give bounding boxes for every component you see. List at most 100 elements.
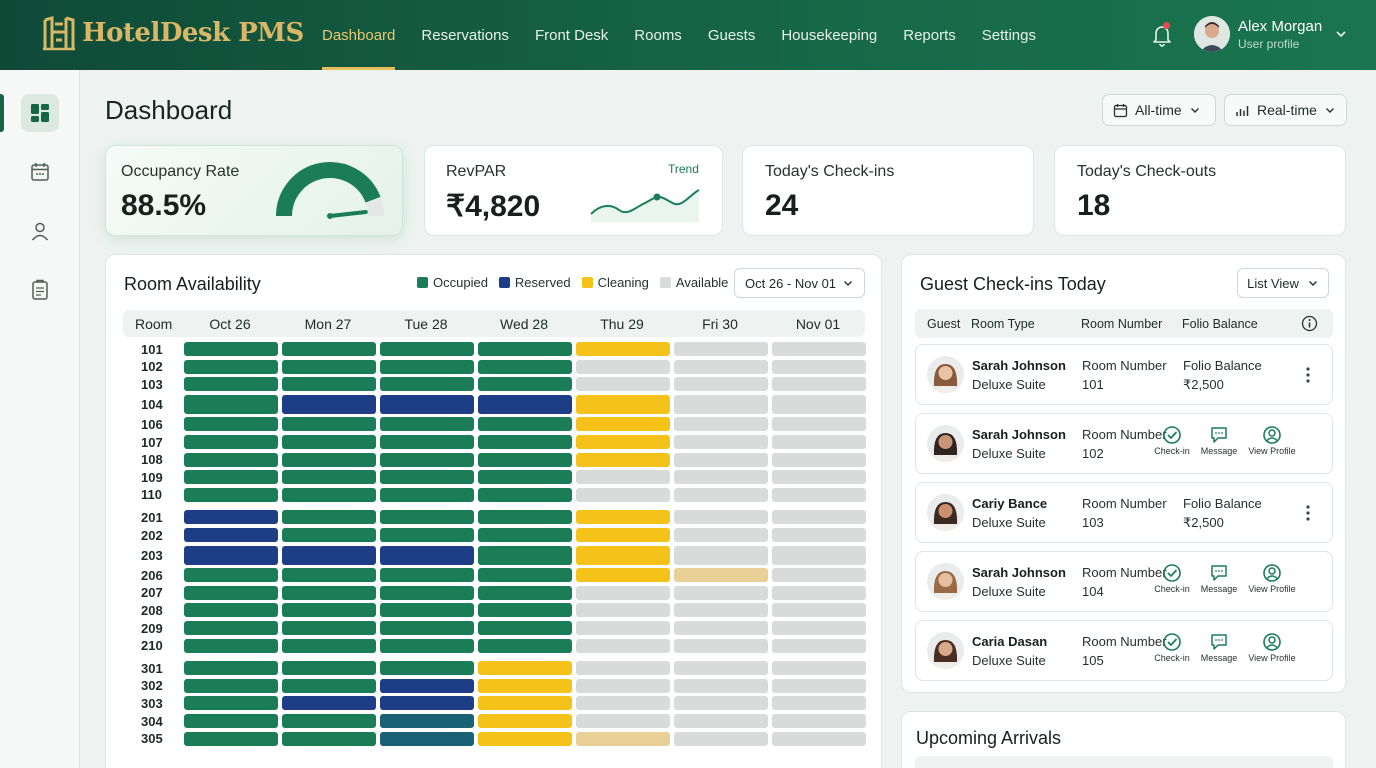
availability-cell[interactable] xyxy=(478,621,572,635)
availability-cell[interactable] xyxy=(380,435,474,449)
availability-cell[interactable] xyxy=(576,528,670,542)
availability-cell[interactable] xyxy=(772,510,866,525)
availability-cell[interactable] xyxy=(772,585,866,600)
availability-cell[interactable] xyxy=(576,696,670,711)
availability-cell[interactable] xyxy=(478,394,572,414)
availability-cell[interactable] xyxy=(282,452,376,467)
availability-cell[interactable] xyxy=(282,487,376,502)
checkouts-card[interactable]: Today's Check-outs 18 xyxy=(1054,145,1346,236)
availability-cell[interactable] xyxy=(380,487,474,502)
nav-item-guests[interactable]: Guests xyxy=(707,26,756,44)
availability-cell[interactable] xyxy=(772,678,866,693)
availability-cell[interactable] xyxy=(478,510,572,525)
nav-item-settings[interactable]: Settings xyxy=(981,26,1036,44)
guest-name[interactable]: Sarah Johnson xyxy=(972,358,1066,373)
guest-name[interactable]: Cariy Bance xyxy=(972,496,1048,511)
availability-cell[interactable] xyxy=(674,510,768,525)
availability-cell[interactable] xyxy=(576,394,670,414)
availability-cell[interactable] xyxy=(478,714,572,728)
more-menu-button[interactable] xyxy=(1303,365,1313,385)
availability-cell[interactable] xyxy=(282,731,376,746)
availability-cell[interactable] xyxy=(380,638,474,653)
availability-cell[interactable] xyxy=(282,417,376,432)
list-view-select[interactable]: List View xyxy=(1237,268,1329,298)
availability-cell[interactable] xyxy=(772,452,866,467)
availability-cell[interactable] xyxy=(576,585,670,600)
availability-cell[interactable] xyxy=(478,377,572,392)
availability-cell[interactable] xyxy=(576,661,670,676)
availability-cell[interactable] xyxy=(772,696,866,711)
availability-cell[interactable] xyxy=(674,678,768,693)
availability-cell[interactable] xyxy=(184,621,278,635)
availability-cell[interactable] xyxy=(380,470,474,485)
availability-cell[interactable] xyxy=(478,417,572,432)
user-menu-chevron-icon[interactable] xyxy=(1334,27,1348,41)
view-profile-button[interactable]: View Profile xyxy=(1244,425,1300,456)
availability-cell[interactable] xyxy=(478,638,572,653)
availability-cell[interactable] xyxy=(674,417,768,432)
availability-cell[interactable] xyxy=(674,545,768,565)
availability-cell[interactable] xyxy=(576,487,670,502)
view-profile-button[interactable]: View Profile xyxy=(1244,563,1300,594)
availability-cell[interactable] xyxy=(478,603,572,618)
availability-cell[interactable] xyxy=(282,585,376,600)
guest-name[interactable]: Sarah Johnson xyxy=(972,427,1066,442)
availability-cell[interactable] xyxy=(772,377,866,392)
availability-cell[interactable] xyxy=(576,603,670,618)
nav-item-reports[interactable]: Reports xyxy=(903,26,956,44)
availability-cell[interactable] xyxy=(772,731,866,746)
availability-cell[interactable] xyxy=(184,638,278,653)
availability-cell[interactable] xyxy=(772,435,866,449)
availability-cell[interactable] xyxy=(478,528,572,542)
availability-cell[interactable] xyxy=(282,603,376,618)
check-in-button[interactable]: Check-in xyxy=(1144,563,1200,594)
availability-cell[interactable] xyxy=(184,452,278,467)
message-button[interactable]: Message xyxy=(1191,563,1247,594)
availability-cell[interactable] xyxy=(184,528,278,542)
availability-cell[interactable] xyxy=(674,342,768,356)
availability-cell[interactable] xyxy=(380,452,474,467)
availability-cell[interactable] xyxy=(576,417,670,432)
info-icon[interactable] xyxy=(1301,315,1318,332)
availability-cell[interactable] xyxy=(184,545,278,565)
availability-cell[interactable] xyxy=(478,696,572,711)
app-logo[interactable]: HotelDesk PMS xyxy=(42,14,304,52)
availability-cell[interactable] xyxy=(674,661,768,676)
checkin-row[interactable]: Cariy Bance Deluxe Suite Room Number 103 Fol… xyxy=(915,482,1333,543)
checkin-row[interactable]: Sarah Johnson Deluxe Suite Room Number 101 F… xyxy=(915,344,1333,405)
availability-cell[interactable] xyxy=(674,470,768,485)
check-in-button[interactable]: Check-in xyxy=(1144,632,1200,663)
period-filter-button[interactable]: All-time xyxy=(1102,94,1216,126)
availability-cell[interactable] xyxy=(674,603,768,618)
date-range-select[interactable]: Oct 26 - Nov 01 xyxy=(734,268,865,298)
availability-cell[interactable] xyxy=(184,678,278,693)
availability-cell[interactable] xyxy=(576,638,670,653)
availability-cell[interactable] xyxy=(478,661,572,676)
availability-cell[interactable] xyxy=(282,394,376,414)
availability-cell[interactable] xyxy=(282,696,376,711)
revpar-card[interactable]: RevPAR ₹4,820 Trend xyxy=(424,145,723,236)
availability-cell[interactable] xyxy=(674,568,768,583)
availability-cell[interactable] xyxy=(282,621,376,635)
availability-cell[interactable] xyxy=(282,545,376,565)
availability-cell[interactable] xyxy=(282,377,376,392)
availability-cell[interactable] xyxy=(478,678,572,693)
availability-cell[interactable] xyxy=(380,528,474,542)
availability-cell[interactable] xyxy=(576,470,670,485)
more-menu-button[interactable] xyxy=(1303,503,1313,523)
nav-item-housekeeping[interactable]: Housekeeping xyxy=(781,26,878,44)
availability-cell[interactable] xyxy=(674,714,768,728)
sidebar-item-dashboard[interactable] xyxy=(21,94,59,132)
availability-cell[interactable] xyxy=(478,470,572,485)
availability-cell[interactable] xyxy=(576,545,670,565)
availability-cell[interactable] xyxy=(674,394,768,414)
availability-cell[interactable] xyxy=(674,377,768,392)
availability-cell[interactable] xyxy=(576,510,670,525)
sidebar-item-calendar[interactable] xyxy=(21,153,59,191)
mode-filter-button[interactable]: Real-time xyxy=(1224,94,1347,126)
checkin-row[interactable]: Caria Dasan Deluxe Suite Room Number 105 Che… xyxy=(915,620,1333,681)
availability-cell[interactable] xyxy=(184,359,278,374)
availability-cell[interactable] xyxy=(184,568,278,583)
message-button[interactable]: Message xyxy=(1191,425,1247,456)
availability-cell[interactable] xyxy=(576,452,670,467)
